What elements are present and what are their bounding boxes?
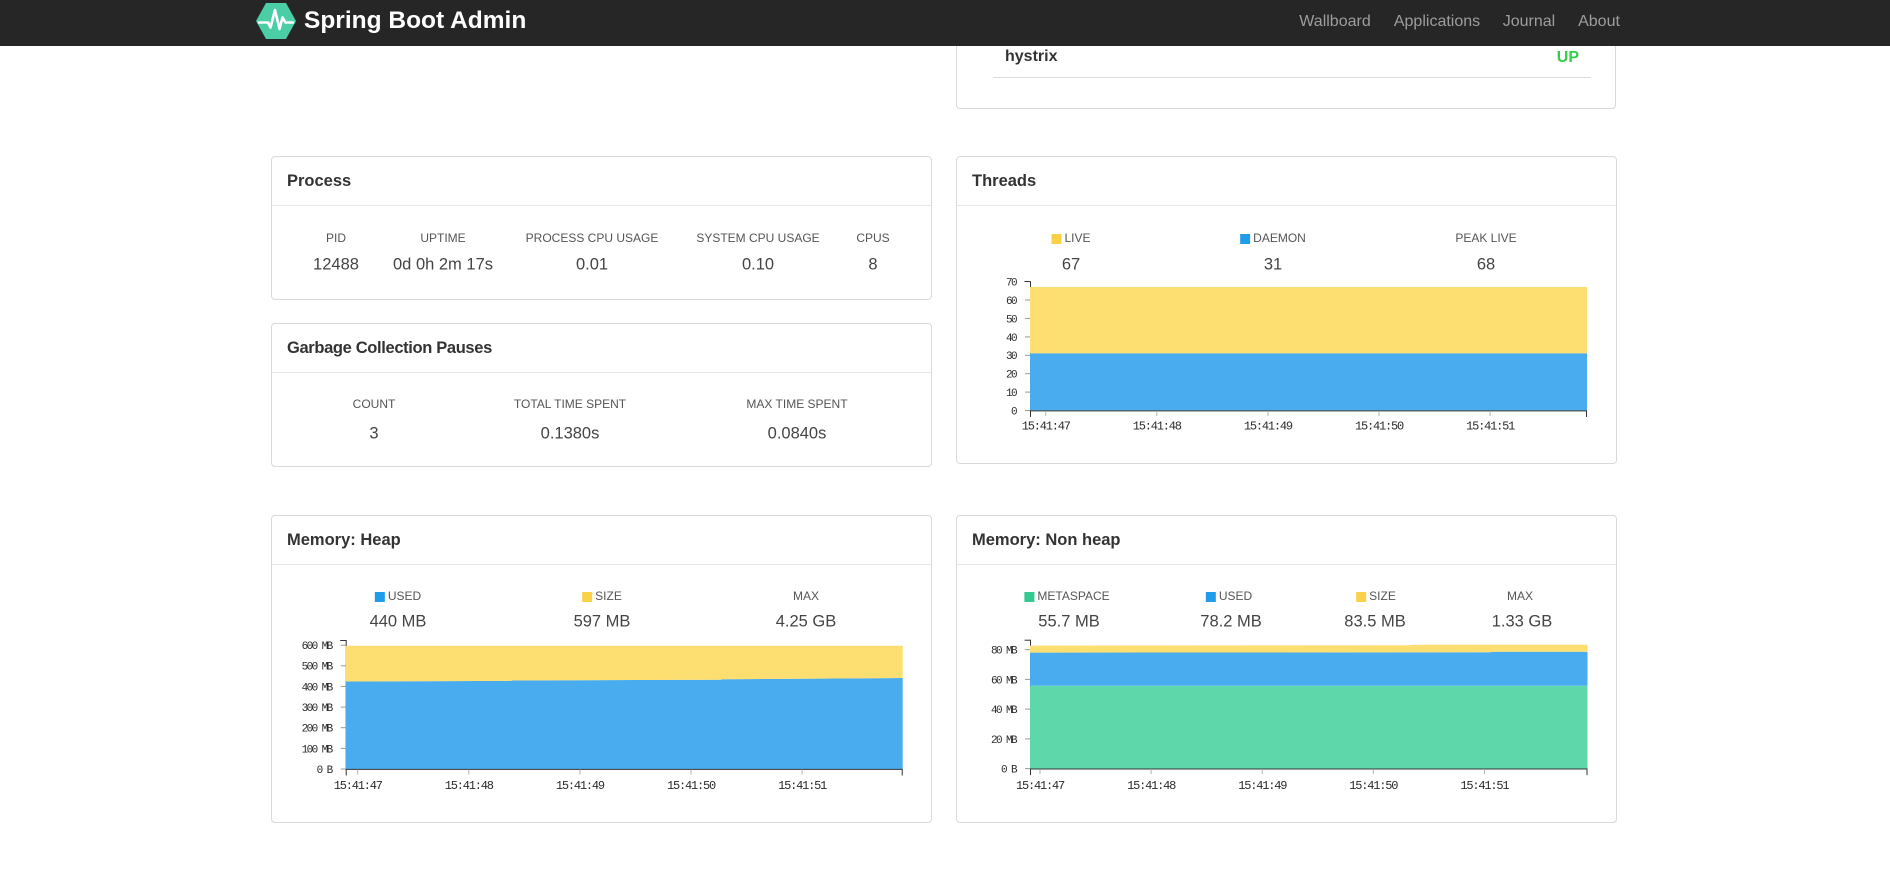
svg-text:15:41:51: 15:41:51 xyxy=(1466,419,1515,433)
svg-text:15:41:48: 15:41:48 xyxy=(1133,419,1182,433)
svg-text:40 MB: 40 MB xyxy=(991,705,1018,717)
svg-text:500 MB: 500 MB xyxy=(302,662,334,674)
svg-text:15:41:48: 15:41:48 xyxy=(445,779,494,793)
svg-text:20: 20 xyxy=(1006,370,1017,382)
svg-text:0 B: 0 B xyxy=(317,765,334,777)
svg-text:600 MB: 600 MB xyxy=(302,641,334,653)
svg-text:15:41:48: 15:41:48 xyxy=(1127,779,1176,793)
svg-text:15:41:51: 15:41:51 xyxy=(778,779,827,793)
svg-text:15:41:50: 15:41:50 xyxy=(667,779,716,793)
svg-text:100 MB: 100 MB xyxy=(302,744,334,756)
svg-text:60 MB: 60 MB xyxy=(991,675,1018,687)
svg-text:0 B: 0 B xyxy=(1001,765,1018,777)
svg-text:15:41:50: 15:41:50 xyxy=(1349,779,1398,793)
svg-text:15:41:49: 15:41:49 xyxy=(556,779,605,793)
svg-text:0: 0 xyxy=(1011,406,1017,418)
svg-text:40: 40 xyxy=(1006,333,1017,345)
svg-text:20 MB: 20 MB xyxy=(991,735,1018,747)
svg-text:15:41:47: 15:41:47 xyxy=(1016,779,1065,793)
svg-text:80 MB: 80 MB xyxy=(991,646,1018,658)
svg-text:60: 60 xyxy=(1006,296,1017,308)
svg-text:15:41:49: 15:41:49 xyxy=(1238,779,1287,793)
svg-text:400 MB: 400 MB xyxy=(302,682,334,694)
svg-text:30: 30 xyxy=(1006,351,1017,363)
svg-text:15:41:47: 15:41:47 xyxy=(334,779,383,793)
svg-text:200 MB: 200 MB xyxy=(302,724,334,736)
svg-text:15:41:51: 15:41:51 xyxy=(1460,779,1509,793)
svg-text:300 MB: 300 MB xyxy=(302,703,334,715)
svg-text:15:41:47: 15:41:47 xyxy=(1022,419,1071,433)
svg-text:10: 10 xyxy=(1006,388,1017,400)
svg-text:50: 50 xyxy=(1006,314,1017,326)
svg-text:15:41:49: 15:41:49 xyxy=(1244,419,1293,433)
svg-text:15:41:50: 15:41:50 xyxy=(1355,419,1404,433)
svg-text:70: 70 xyxy=(1006,278,1017,290)
